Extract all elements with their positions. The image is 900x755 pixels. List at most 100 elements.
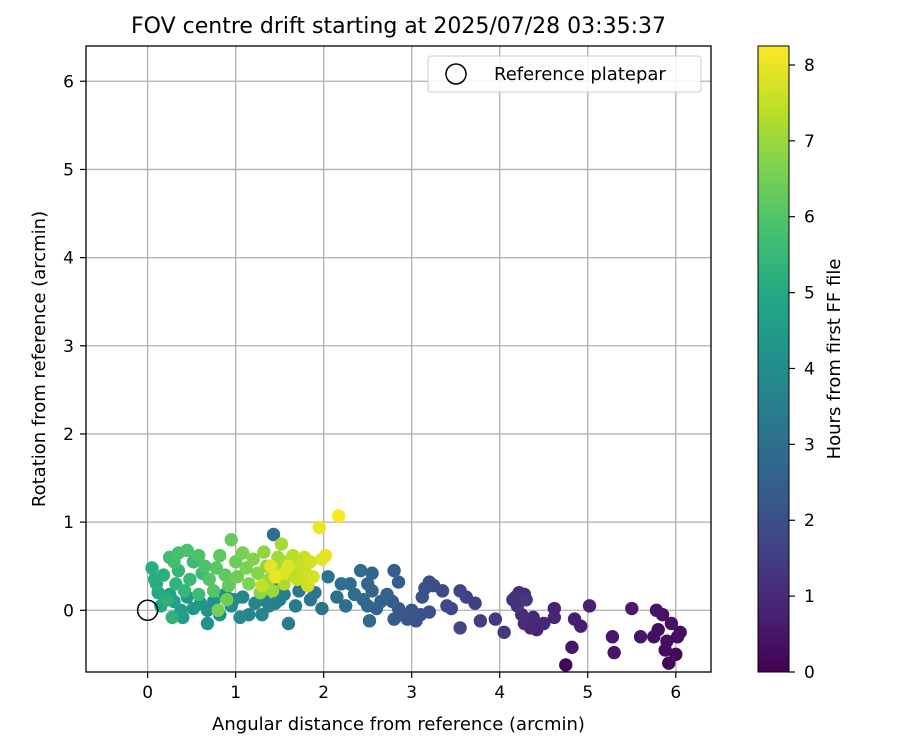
data-point: [255, 607, 269, 622]
colorbar-tick-label: 0: [804, 663, 815, 683]
data-point: [160, 593, 174, 607]
data-point: [165, 610, 179, 625]
data-point: [306, 570, 320, 584]
data-point: [177, 584, 192, 598]
data-point: [257, 545, 271, 559]
data-point: [288, 599, 303, 613]
data-point: [303, 555, 318, 569]
data-point: [647, 630, 661, 644]
colorbar-tick-label: 4: [804, 359, 815, 379]
colorbar-tick-label: 3: [804, 435, 815, 455]
plot-frame: [85, 45, 712, 673]
data-point: [625, 601, 639, 616]
data-point: [255, 578, 269, 593]
colorbar-tick-label: 1: [804, 587, 815, 607]
data-point: [440, 599, 454, 613]
data-point: [488, 612, 503, 626]
data-point: [224, 533, 238, 547]
y-tick-label: 0: [63, 601, 74, 621]
data-point: [286, 548, 300, 563]
data-point: [473, 614, 488, 628]
data-point: [230, 570, 245, 584]
data-point: [387, 563, 401, 578]
data-point: [268, 570, 282, 584]
data-point: [547, 610, 562, 625]
data-point: [331, 509, 346, 523]
data-point: [233, 610, 247, 625]
data-point: [365, 566, 379, 580]
data-point: [183, 572, 197, 587]
data-point: [453, 584, 467, 598]
data-point: [660, 634, 674, 648]
data-point: [353, 563, 368, 578]
x-tick-label: 2: [318, 683, 329, 703]
data-point: [453, 621, 467, 635]
data-point: [206, 584, 221, 598]
data-point: [664, 616, 679, 631]
data-point: [582, 599, 597, 613]
data-point: [559, 658, 573, 672]
data-point: [202, 572, 216, 587]
data-point: [191, 587, 206, 602]
colorbar-tick-label: 8: [804, 56, 815, 76]
data-point: [567, 612, 582, 626]
data-point: [415, 590, 429, 604]
x-tick-label: 0: [142, 683, 153, 703]
data-point: [180, 543, 194, 558]
colorbar-ticks: 0 1 2 3 4 5 6 7 8: [789, 56, 815, 683]
data-point: [338, 599, 353, 613]
legend-marker-icon: [445, 63, 467, 85]
data-point: [266, 527, 281, 542]
colorbar-tick-label: 5: [804, 284, 815, 304]
x-axis-label: Angular distance from reference (arcmin): [212, 714, 585, 735]
data-point: [235, 546, 250, 560]
data-point: [191, 548, 206, 563]
data-point: [387, 612, 401, 626]
data-point: [321, 570, 335, 584]
data-point: [360, 577, 375, 591]
data-point: [281, 616, 296, 631]
data-point: [211, 603, 225, 617]
data-point: [186, 601, 201, 616]
y-tick-label: 2: [63, 425, 74, 445]
data-point: [315, 601, 329, 616]
x-tick-label: 3: [406, 683, 417, 703]
axis-ticks: 0 1 2 3 4 5 6 0 1 2 3 4 5 6: [63, 72, 681, 703]
data-point: [264, 559, 278, 573]
legend: Reference platepar: [427, 55, 702, 93]
data-point: [156, 568, 171, 582]
legend-entry-label: Reference platepar: [494, 64, 666, 85]
y-tick-label: 6: [63, 72, 74, 92]
x-tick-label: 1: [230, 683, 241, 703]
data-point: [248, 596, 262, 610]
data-point: [347, 587, 362, 602]
data-point: [633, 630, 648, 644]
data-point: [220, 593, 234, 607]
data-point: [198, 559, 212, 573]
data-point: [242, 577, 256, 591]
y-tick-label: 4: [63, 249, 74, 269]
data-point: [607, 645, 621, 660]
data-point: [303, 593, 318, 607]
data-point: [218, 568, 232, 582]
data-point: [330, 590, 344, 604]
data-point: [281, 559, 296, 573]
y-tick-label: 1: [63, 513, 74, 533]
x-tick-label: 5: [582, 683, 593, 703]
data-point: [318, 548, 333, 563]
data-point: [537, 616, 551, 631]
x-tick-label: 6: [670, 683, 681, 703]
colorbar-tick-label: 7: [804, 132, 815, 152]
data-point: [670, 630, 685, 644]
colorbar-label: Hours from first FF file: [824, 259, 845, 460]
colorbar-tick-label: 2: [804, 511, 815, 531]
chart-title: FOV centre drift starting at 2025/07/28 …: [131, 14, 666, 39]
y-axis-label: Rotation from reference (arcmin): [29, 211, 50, 507]
data-point: [213, 548, 227, 563]
data-point: [362, 614, 377, 628]
data-point: [565, 640, 579, 655]
data-point: [649, 603, 664, 617]
y-tick-label: 5: [63, 160, 74, 180]
